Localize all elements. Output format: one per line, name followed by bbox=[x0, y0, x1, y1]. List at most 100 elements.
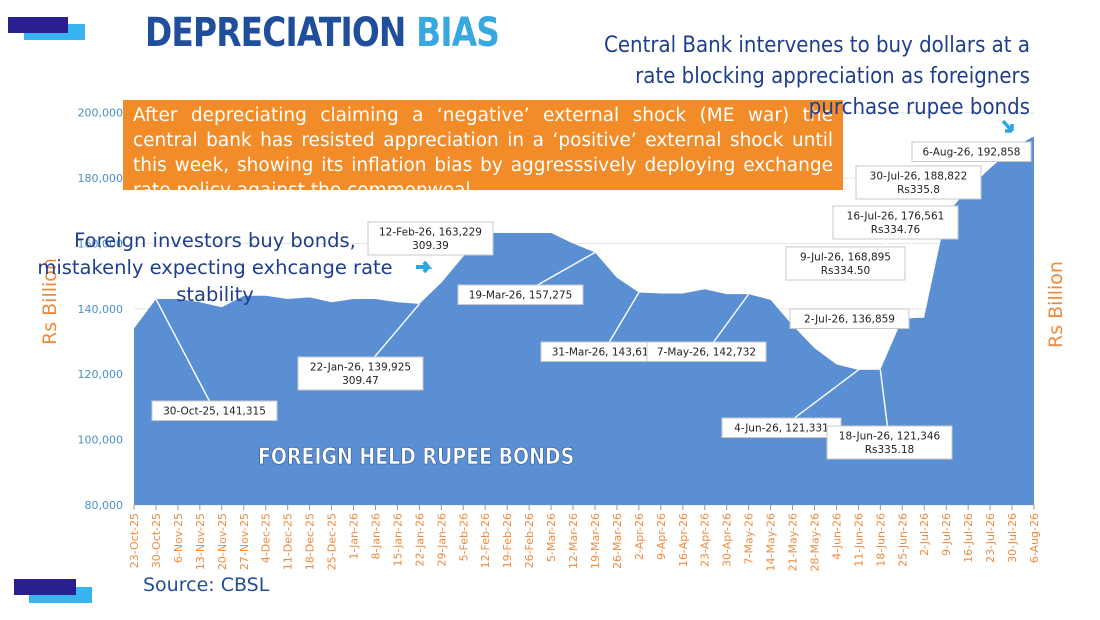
commentary-box: After depreciating claiming a ‘negative’… bbox=[123, 100, 843, 201]
x-tick-label: 26-Feb-26 bbox=[523, 513, 536, 568]
area-series-foreign-held-bonds bbox=[134, 136, 1034, 505]
x-tick-label: 30-Apr-26 bbox=[721, 513, 734, 567]
chart-area-layer bbox=[134, 136, 1034, 505]
x-tick-label: 23-Jul-26 bbox=[984, 513, 997, 563]
callout-text: Rs334.76 bbox=[871, 224, 921, 236]
x-tick-label: 12-Mar-26 bbox=[567, 513, 580, 569]
x-tick-label: 19-Feb-26 bbox=[501, 513, 514, 568]
callout-box bbox=[646, 341, 767, 362]
source-label: Source: CBSL bbox=[143, 574, 270, 596]
x-tick-label: 16-Apr-26 bbox=[677, 513, 690, 567]
y-tick-label: 180,000 bbox=[78, 172, 124, 185]
data-callout: 19-Mar-26, 157,275 bbox=[457, 251, 596, 305]
callout-text: Rs335.8 bbox=[897, 184, 940, 196]
data-callout: 6-Aug-26, 192,858 bbox=[911, 135, 1035, 162]
callout-box bbox=[855, 165, 982, 200]
x-axis-ticks: 23-Oct-25 30-Oct-25 6-Nov-25 13-Nov-25 20-No… bbox=[128, 505, 1041, 571]
x-tick-label: 1-Jan-26 bbox=[348, 513, 361, 560]
callout-text: 4-Jun-26, 121,331 bbox=[734, 423, 829, 435]
intervention-note: Central Bank intervenes to buy dollars a… bbox=[604, 33, 1030, 120]
x-tick-label: 7-May-26 bbox=[743, 513, 756, 564]
x-tick-label: 25-Dec-25 bbox=[326, 513, 339, 570]
x-tick-label: 13-Nov-25 bbox=[194, 513, 207, 570]
callout-text: 9-Jul-26, 168,895 bbox=[800, 252, 891, 264]
callout-text: 7-May-26, 142,732 bbox=[657, 347, 756, 359]
x-tick-label: 15-Jan-26 bbox=[391, 513, 404, 567]
callout-leader bbox=[155, 298, 216, 412]
y-axis-label-left: Rs Billion bbox=[39, 258, 61, 345]
arrow-down-icon bbox=[1001, 119, 1014, 133]
x-tick-label: 4-Dec-25 bbox=[260, 513, 273, 563]
callout-box bbox=[457, 284, 584, 305]
callout-box bbox=[785, 246, 906, 281]
y-axis-ticks: 80,000 100,000 120,000 140,000 160,000 180,00… bbox=[78, 107, 124, 512]
x-tick-label: 9-Apr-26 bbox=[655, 513, 668, 560]
data-callout: 7-May-26, 142,732 bbox=[646, 293, 767, 362]
x-tick-label: 6-Nov-25 bbox=[172, 513, 185, 563]
x-tick-label: 29-Jan-26 bbox=[435, 513, 448, 567]
x-tick-label: 8-Jan-26 bbox=[369, 513, 382, 560]
x-tick-label: 16-Jul-26 bbox=[962, 513, 975, 563]
y-tick-label: 200,000 bbox=[78, 107, 124, 120]
x-tick-label: 6-Aug-26 bbox=[1028, 513, 1041, 563]
x-tick-label: 5-Feb-26 bbox=[457, 513, 470, 561]
callout-text: Rs334.50 bbox=[821, 265, 871, 277]
y-tick-label: 120,000 bbox=[78, 368, 124, 381]
y-tick-label: 140,000 bbox=[78, 303, 124, 316]
callout-text: 18-Jun-26, 121,346 bbox=[839, 431, 941, 443]
callout-box bbox=[297, 356, 424, 391]
callout-text: 6-Aug-26, 192,858 bbox=[923, 147, 1021, 159]
x-tick-label: 2-Apr-26 bbox=[633, 513, 646, 560]
title-main: DEPRECIATION bbox=[145, 10, 406, 56]
callout-text: 22-Jan-26, 139,925 bbox=[310, 362, 411, 374]
x-tick-label: 4-Jun-26 bbox=[830, 513, 843, 560]
x-tick-label: 5-Mar-26 bbox=[545, 513, 558, 562]
data-callout: 2-Jul-26, 136,859 bbox=[789, 308, 925, 329]
page-title: DEPRECIATION BIAS bbox=[145, 10, 500, 56]
callout-box bbox=[826, 425, 953, 460]
decor-block-top-front bbox=[8, 17, 68, 33]
x-tick-label: 20-Nov-25 bbox=[216, 513, 229, 570]
x-tick-label: 19-Mar-26 bbox=[589, 513, 602, 569]
title-accent: BIAS bbox=[416, 10, 500, 56]
callout-text: 30-Jul-26, 188,822 bbox=[870, 171, 968, 183]
callout-text: 309.47 bbox=[342, 375, 379, 387]
callout-box bbox=[832, 205, 959, 240]
x-tick-label: 21-May-26 bbox=[787, 513, 800, 571]
callout-text: 16-Jul-26, 176,561 bbox=[847, 211, 945, 223]
x-tick-label: 11-Dec-25 bbox=[282, 513, 295, 570]
data-callout: 30-Oct-25, 141,315 bbox=[151, 298, 278, 421]
y-tick-label: 100,000 bbox=[78, 434, 124, 447]
x-tick-label: 28-May-26 bbox=[808, 513, 821, 571]
investor-note: Foreign investors buy bonds, mistakenly … bbox=[37, 229, 393, 306]
callout-text: 12-Feb-26, 163,229 bbox=[379, 227, 482, 239]
x-tick-label: 22-Jan-26 bbox=[413, 513, 426, 567]
x-tick-label: 25-Jun-26 bbox=[896, 513, 909, 567]
callout-text: 19-Mar-26, 157,275 bbox=[469, 290, 573, 302]
data-callout: 31-Mar-26, 143,617 bbox=[540, 292, 667, 362]
x-tick-label: 23-Oct-25 bbox=[128, 513, 141, 568]
callout-box bbox=[367, 221, 494, 256]
callout-text: Rs335.18 bbox=[865, 444, 915, 456]
x-tick-label: 11-Jun-26 bbox=[852, 513, 865, 567]
x-tick-label: 18-Dec-25 bbox=[304, 513, 317, 570]
x-tick-label: 18-Jun-26 bbox=[874, 513, 887, 567]
x-tick-label: 23-Apr-26 bbox=[699, 513, 712, 567]
series-label: FOREIGN HELD RUPEE BONDS bbox=[258, 444, 574, 470]
x-tick-label: 27-Nov-25 bbox=[238, 513, 251, 570]
decor-block-bottom-front bbox=[14, 579, 76, 595]
callout-box bbox=[151, 400, 278, 421]
callout-box bbox=[911, 141, 1032, 162]
y-tick-label: 80,000 bbox=[85, 499, 124, 512]
x-tick-label: 26-Mar-26 bbox=[611, 513, 624, 569]
x-tick-label: 14-May-26 bbox=[765, 513, 778, 571]
callout-text: 31-Mar-26, 143,617 bbox=[552, 347, 656, 359]
x-tick-label: 30-Oct-25 bbox=[150, 513, 163, 568]
callout-text: 309.39 bbox=[412, 240, 449, 252]
